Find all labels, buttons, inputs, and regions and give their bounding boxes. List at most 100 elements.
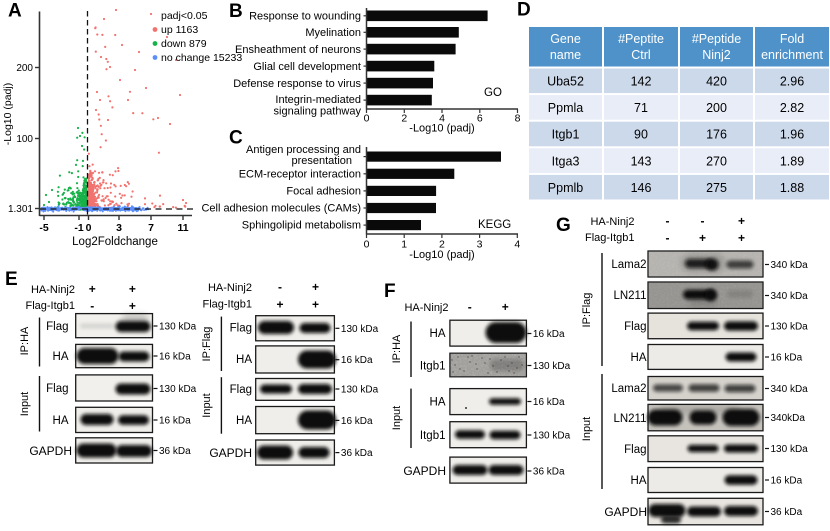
svg-text:HA: HA <box>631 352 647 364</box>
svg-text:ECM-receptor interaction: ECM-receptor interaction <box>239 169 361 181</box>
svg-text:130 kDa: 130 kDa <box>159 322 197 333</box>
svg-text:Flag: Flag <box>46 383 68 395</box>
svg-text:+: + <box>502 300 509 314</box>
svg-text:Input: Input <box>201 393 213 417</box>
svg-text:2: 2 <box>401 113 407 125</box>
svg-text:Flag-Itgb1: Flag-Itgb1 <box>202 299 252 311</box>
svg-text:340 kDa: 340 kDa <box>771 260 809 271</box>
svg-text:146: 146 <box>631 181 652 195</box>
svg-text:IP:Flag: IP:Flag <box>201 327 213 362</box>
svg-text:HA: HA <box>53 415 69 427</box>
svg-text:130 kDa: 130 kDa <box>771 322 809 333</box>
svg-text:-: - <box>278 280 282 294</box>
svg-text:Lama2: Lama2 <box>611 383 646 395</box>
svg-text:+: + <box>699 231 706 245</box>
svg-text:-: - <box>701 214 705 228</box>
svg-text:GAPDH: GAPDH <box>604 505 647 519</box>
svg-text:Input: Input <box>19 392 31 416</box>
svg-text:KEGG: KEGG <box>478 219 511 231</box>
svg-text:Flag: Flag <box>624 444 646 456</box>
svg-text:130 kDa: 130 kDa <box>159 384 197 395</box>
svg-text:0: 0 <box>364 113 370 125</box>
svg-text:HA-Ninj2: HA-Ninj2 <box>208 282 252 294</box>
svg-text:Integrin-mediated: Integrin-mediated <box>275 94 361 106</box>
svg-text:16 kDa: 16 kDa <box>159 352 191 363</box>
svg-text:Itga3: Itga3 <box>552 154 580 168</box>
svg-text:Antigen processing and: Antigen processing and <box>246 144 361 156</box>
svg-text:16 kDa: 16 kDa <box>771 476 803 487</box>
svg-text:4: 4 <box>514 239 520 251</box>
svg-text:HA: HA <box>53 351 69 363</box>
svg-text:HA-Ninj2: HA-Ninj2 <box>404 302 448 314</box>
svg-text:130 kDa: 130 kDa <box>533 431 571 442</box>
svg-text:1.89: 1.89 <box>780 154 804 168</box>
svg-text:340 kDa: 340 kDa <box>771 291 809 302</box>
svg-text:100: 100 <box>16 134 33 145</box>
svg-text:LN211: LN211 <box>613 413 646 425</box>
svg-text:Flag: Flag <box>46 321 68 333</box>
svg-text:Glial cell development: Glial cell development <box>253 61 361 73</box>
svg-text:16 kDa: 16 kDa <box>533 329 565 340</box>
svg-text:#Peptite: #Peptite <box>618 32 664 46</box>
svg-text:down 879: down 879 <box>161 38 207 50</box>
svg-text:A: A <box>8 1 22 22</box>
svg-text:143: 143 <box>631 154 652 168</box>
svg-text:-: - <box>666 214 670 228</box>
svg-text:90: 90 <box>634 128 648 142</box>
svg-text:LN211: LN211 <box>613 290 646 302</box>
svg-text:340kDa: 340kDa <box>771 413 806 424</box>
svg-text:3: 3 <box>116 222 122 234</box>
svg-text:36 kDa: 36 kDa <box>533 467 565 478</box>
svg-text:no change 15233: no change 15233 <box>161 52 242 64</box>
svg-text:130 kDa: 130 kDa <box>341 385 379 396</box>
svg-text:-: - <box>666 231 670 245</box>
svg-text:1: 1 <box>401 239 407 251</box>
svg-text:HA-Ninj2: HA-Ninj2 <box>31 284 75 296</box>
svg-text:+: + <box>738 214 745 228</box>
svg-text:Ppmlb: Ppmlb <box>548 181 583 195</box>
svg-text:+: + <box>312 280 319 294</box>
svg-text:Fold: Fold <box>780 32 804 46</box>
svg-text:Lama2: Lama2 <box>611 259 646 271</box>
svg-text:Itgb1: Itgb1 <box>420 430 446 442</box>
svg-text:71: 71 <box>634 101 648 115</box>
svg-text:Flag-Itgb1: Flag-Itgb1 <box>25 300 75 312</box>
svg-text:signaling pathway: signaling pathway <box>274 106 362 118</box>
svg-text:130 kDa: 130 kDa <box>341 324 379 335</box>
svg-text:Uba52: Uba52 <box>547 75 584 89</box>
svg-text:Defense response to virus: Defense response to virus <box>233 78 361 90</box>
svg-text:Input: Input <box>391 406 403 430</box>
svg-text:1.96: 1.96 <box>780 128 804 142</box>
svg-text:Ctrl: Ctrl <box>631 48 650 62</box>
svg-text:Ninj2: Ninj2 <box>702 48 731 62</box>
svg-text:G: G <box>556 215 571 236</box>
svg-text:36 kDa: 36 kDa <box>159 446 191 457</box>
svg-text:420: 420 <box>706 75 727 89</box>
svg-text:11: 11 <box>177 222 188 234</box>
svg-text:Ensheathment of neurons: Ensheathment of neurons <box>235 44 361 56</box>
svg-text:+: + <box>129 282 136 296</box>
svg-text:HA: HA <box>236 354 252 366</box>
svg-text:7: 7 <box>148 222 154 234</box>
svg-text:2: 2 <box>439 239 445 251</box>
svg-text:-: - <box>468 300 472 314</box>
svg-text:16 kDa: 16 kDa <box>771 353 803 364</box>
svg-text:Itgb1: Itgb1 <box>552 128 580 142</box>
svg-text:2.96: 2.96 <box>780 75 804 89</box>
svg-text:3: 3 <box>477 239 483 251</box>
svg-text:Flag: Flag <box>230 384 252 396</box>
svg-text:enrichment: enrichment <box>761 48 823 62</box>
svg-text:1.88: 1.88 <box>780 181 804 195</box>
svg-text:Itgb1: Itgb1 <box>420 361 446 373</box>
svg-text:IP:HA: IP:HA <box>391 334 403 363</box>
svg-text:HA: HA <box>430 328 446 340</box>
svg-text:16 kDa: 16 kDa <box>341 355 373 366</box>
svg-text:F: F <box>384 281 396 302</box>
svg-text:name: name <box>550 48 581 62</box>
svg-text:-Log10 (padj): -Log10 (padj) <box>409 249 474 261</box>
svg-text:Ppmla: Ppmla <box>548 101 583 115</box>
svg-text:Cell adhesion molecules (CAMs): Cell adhesion molecules (CAMs) <box>201 203 361 215</box>
svg-text:Sphingolipid metabolism: Sphingolipid metabolism <box>242 220 361 232</box>
svg-text:+: + <box>738 231 745 245</box>
svg-text:0: 0 <box>86 222 92 234</box>
